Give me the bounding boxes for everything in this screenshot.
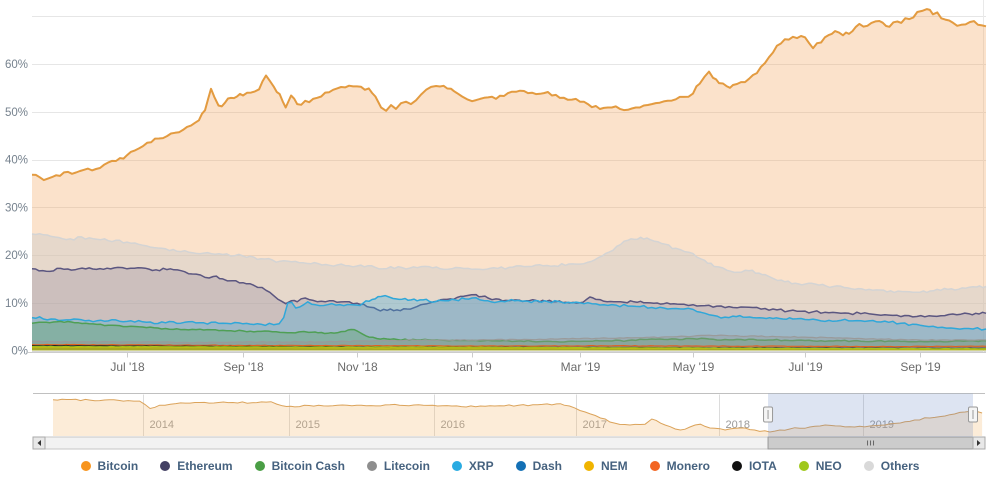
x-axis-labels: Jul '18 Sep '18 Nov '18 Jan '19 Mar '19 May '… [110, 352, 941, 374]
legend-item-bitcoin[interactable]: Bitcoin [80, 458, 139, 473]
legend-item-others[interactable]: Others [863, 458, 920, 473]
legend-label: Litecoin [383, 458, 430, 473]
monero-legend-dot [649, 460, 660, 471]
bitcoin-legend-dot [80, 460, 91, 471]
series-others [31, 232, 987, 351]
svg-text:20%: 20% [5, 250, 28, 262]
series-neo [32, 345, 986, 351]
legend-item-nem[interactable]: NEM [583, 458, 628, 473]
legend-label: Dash [532, 458, 562, 473]
legend-item-dash[interactable]: Dash [515, 458, 562, 473]
legend-label: Bitcoin Cash [271, 458, 345, 473]
navigator-handle-left[interactable] [763, 406, 774, 423]
legend-label: Others [880, 458, 920, 473]
bitcoin-cash-legend-dot [254, 460, 265, 471]
main-plot-area[interactable] [31, 8, 987, 351]
nem-legend-dot [583, 460, 594, 471]
litecoin-legend-dot [366, 460, 377, 471]
series-ethereum [31, 266, 987, 351]
legend-item-ethereum[interactable]: Ethereum [160, 458, 233, 473]
series-bitcoin-cash [31, 320, 987, 351]
svg-text:Mar '19: Mar '19 [561, 360, 601, 374]
navigator-selection[interactable] [768, 393, 974, 437]
svg-text:Jul '18: Jul '18 [110, 360, 145, 374]
scrollbar-left-button[interactable] [32, 436, 46, 450]
left-arrow-icon [37, 440, 41, 446]
svg-text:30%: 30% [5, 202, 28, 214]
navigator-handle-right[interactable] [968, 406, 979, 423]
svg-text:2016: 2016 [441, 419, 465, 431]
svg-text:50%: 50% [5, 107, 28, 119]
legend-label: Monero [666, 458, 710, 473]
series-bitcoin [31, 8, 987, 351]
legend-item-neo[interactable]: NEO [798, 458, 842, 473]
svg-text:May '19: May '19 [673, 360, 715, 374]
xrp-legend-dot [451, 460, 462, 471]
others-legend-dot [863, 460, 874, 471]
svg-text:60%: 60% [5, 59, 28, 71]
svg-text:40%: 40% [5, 155, 28, 167]
legend-item-iota[interactable]: IOTA [731, 458, 777, 473]
legend-item-bitcoin-cash[interactable]: Bitcoin Cash [254, 458, 345, 473]
svg-text:2017: 2017 [583, 419, 607, 431]
svg-text:10%: 10% [5, 298, 28, 310]
right-arrow-icon [977, 440, 981, 446]
neo-legend-dot [798, 460, 809, 471]
svg-text:Sep '19: Sep '19 [900, 360, 941, 374]
iota-legend-dot [731, 460, 742, 471]
scrollbar-right-button[interactable] [972, 436, 986, 450]
main-gridlines [32, 16, 986, 352]
svg-text:Jul '19: Jul '19 [788, 360, 823, 374]
svg-text:Sep '18: Sep '18 [223, 360, 264, 374]
svg-text:2015: 2015 [296, 419, 320, 431]
legend-label: Ethereum [177, 458, 233, 473]
legend-item-litecoin[interactable]: Litecoin [366, 458, 430, 473]
legend-label: NEO [815, 458, 842, 473]
legend-label: Bitcoin [97, 458, 139, 473]
legend-label: IOTA [748, 458, 777, 473]
svg-text:2014: 2014 [150, 419, 174, 431]
chart-legend: Bitcoin Ethereum Bitcoin Cash Litecoin XRP Da… [0, 451, 1000, 480]
legend-item-xrp[interactable]: XRP [451, 458, 494, 473]
dash-legend-dot [515, 460, 526, 471]
legend-label: NEM [600, 458, 628, 473]
y-axis-labels: 0% 10% 20% 30% 40% 50% 60% [5, 59, 28, 358]
scrollbar-thumb[interactable] [767, 436, 974, 450]
scrollbar[interactable] [32, 436, 986, 450]
navigator-series-bitcoin [52, 398, 983, 436]
ethereum-legend-dot [160, 460, 171, 471]
navigator[interactable]: 201420152016201720182019 [33, 393, 985, 437]
svg-text:Jan '19: Jan '19 [453, 360, 492, 374]
svg-text:0%: 0% [11, 346, 28, 358]
legend-label: XRP [468, 458, 494, 473]
svg-text:Nov '18: Nov '18 [337, 360, 378, 374]
legend-item-monero[interactable]: Monero [649, 458, 710, 473]
